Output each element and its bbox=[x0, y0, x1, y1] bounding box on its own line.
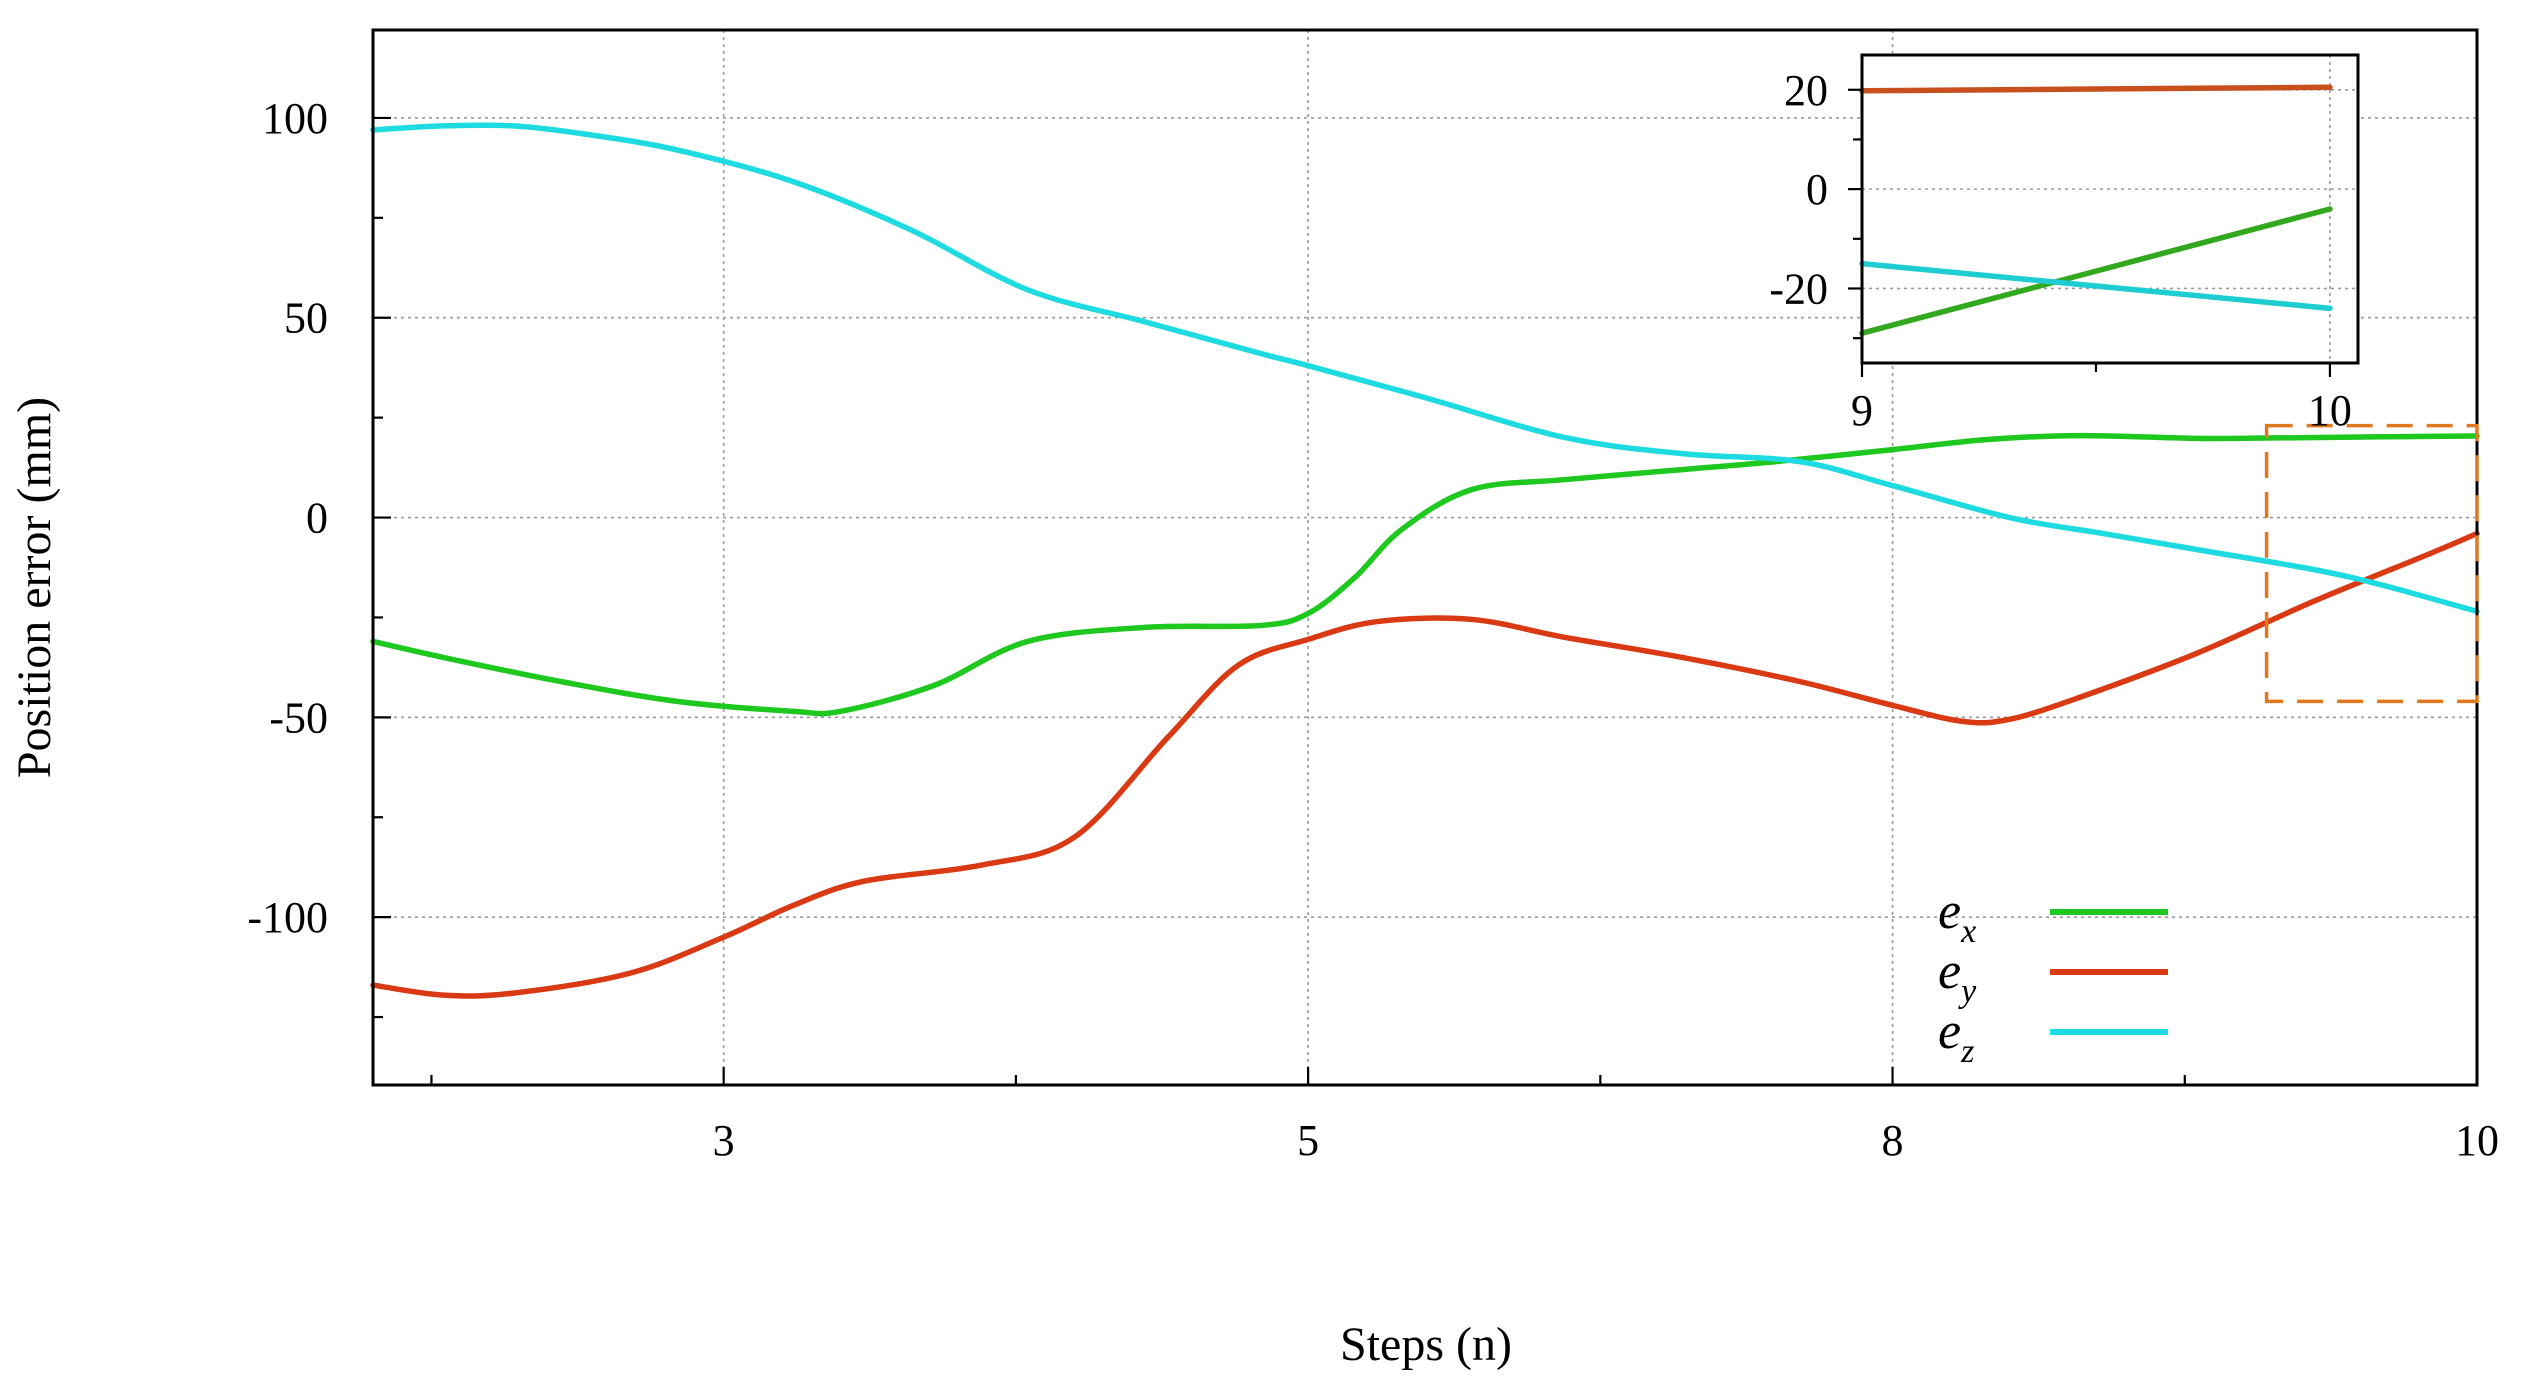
inset-series-line-e_y bbox=[1859, 206, 2333, 336]
y-tick-label: 50 bbox=[284, 294, 328, 343]
inset-chart: 9 10 20 0 -20 bbox=[1769, 53, 2360, 435]
x-tick-label: 10 bbox=[2455, 1116, 2499, 1165]
legend-label-e_y: ey bbox=[1938, 943, 1977, 1010]
inset-x-tick-label: 9 bbox=[1851, 386, 1873, 435]
y-tick-label: 100 bbox=[262, 94, 328, 143]
main-ticks bbox=[373, 116, 2479, 1085]
legend-label-e_z: ez bbox=[1938, 1003, 1974, 1070]
legend-label-sub: y bbox=[1958, 973, 1977, 1010]
legend-label-main: e bbox=[1938, 883, 1961, 940]
x-tick-label: 5 bbox=[1297, 1116, 1319, 1165]
x-tick-label: 3 bbox=[713, 1116, 735, 1165]
zoom-region-box bbox=[2264, 423, 2479, 704]
inset-series-line-e_z bbox=[1859, 260, 2333, 312]
inset-series-line-e_x bbox=[1859, 84, 2333, 94]
series-line-e_z bbox=[370, 122, 2480, 615]
inset-background bbox=[1862, 55, 2358, 363]
legend-label-e_x: ex bbox=[1938, 883, 1976, 950]
legend-label-main: e bbox=[1938, 1003, 1961, 1060]
x-tick-label: 8 bbox=[1882, 1116, 1904, 1165]
main-grid bbox=[373, 30, 2477, 1085]
y-axis-title: Position error (mm) bbox=[8, 397, 61, 778]
legend-label-main: e bbox=[1938, 943, 1961, 1000]
inset-x-tick-label: 10 bbox=[2308, 386, 2352, 435]
inset-frame bbox=[1860, 53, 2360, 365]
y-tick-label: -50 bbox=[269, 693, 328, 742]
series-line-e_y bbox=[370, 530, 2480, 999]
y-tick-label: -100 bbox=[247, 893, 328, 942]
legend-label-sub: x bbox=[1960, 913, 1976, 950]
inset-y-tick-label: 0 bbox=[1806, 165, 1828, 214]
y-tick-label: 0 bbox=[306, 494, 328, 543]
x-axis-title: Steps (n) bbox=[1340, 1318, 1512, 1371]
series-line-e_x bbox=[370, 432, 2480, 717]
legend-label-sub: z bbox=[1960, 1033, 1974, 1070]
main-series-group bbox=[370, 122, 2480, 999]
inset-series-group bbox=[1859, 84, 2333, 336]
inset-y-tick-label: -20 bbox=[1769, 264, 1828, 313]
inset-tick-labels: 9 10 20 0 -20 bbox=[1769, 66, 2352, 435]
inset-ticks bbox=[1848, 88, 2332, 377]
inset-y-tick-label: 20 bbox=[1784, 66, 1828, 115]
